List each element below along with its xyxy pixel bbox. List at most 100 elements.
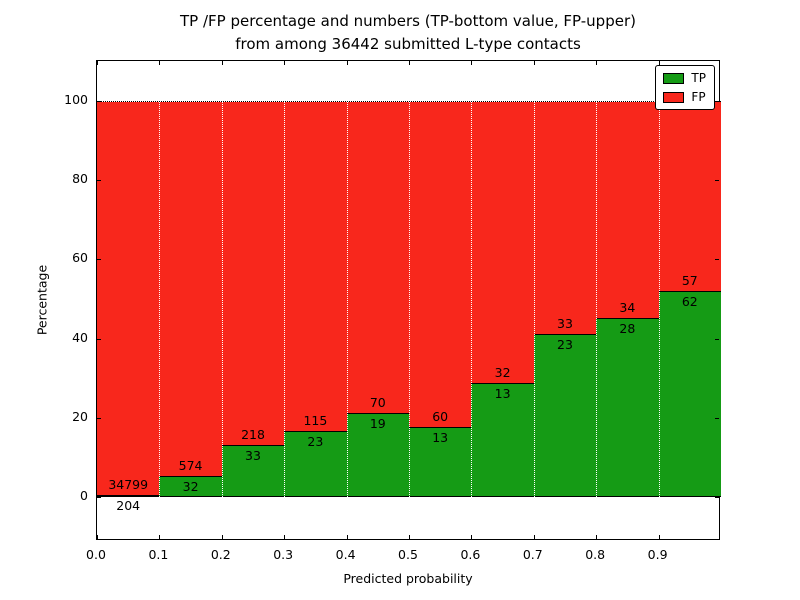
x-tick-label: 0.8	[585, 547, 606, 562]
x-tick-label: 0.7	[522, 547, 543, 562]
fp-count-label: 57	[681, 272, 698, 288]
tp-bar-segment	[346, 412, 409, 498]
legend-item-tp: TP	[663, 71, 706, 85]
x-tick-mark	[471, 535, 473, 539]
tp-bar-segment	[596, 318, 659, 498]
fp-count-label: 115	[303, 413, 328, 429]
legend: TP FP	[655, 65, 715, 110]
fp-count-label: 34	[619, 300, 636, 316]
x-tick-mark	[346, 535, 348, 539]
fp-count-label: 32	[494, 364, 511, 380]
x-tick-mark	[221, 535, 223, 539]
fp-bar-segment	[596, 100, 659, 319]
y-tick-label: 80	[72, 171, 88, 186]
fp-bar-segment	[346, 100, 409, 413]
y-tick-mark	[97, 180, 101, 181]
tp-bar-segment	[471, 382, 534, 498]
tp-count-label: 62	[681, 293, 698, 309]
x-gridline	[533, 61, 535, 539]
y-tick-mark	[97, 100, 101, 102]
tp-legend-swatch	[663, 72, 685, 84]
x-gridline	[221, 61, 223, 539]
fp-count-label: 574	[178, 458, 203, 474]
fp-bar-segment	[221, 100, 285, 446]
y-tick-mark	[715, 100, 719, 102]
y-tick-mark	[715, 180, 719, 181]
tp-bar-segment	[409, 426, 472, 498]
tp-count-label: 32	[182, 479, 199, 495]
fp-bar-segment	[284, 100, 347, 432]
chart-title-line1: TP /FP percentage and numbers (TP-bottom…	[180, 12, 636, 30]
fp-bar-segment	[471, 100, 534, 383]
x-tick-mark	[159, 535, 161, 539]
y-tick-label: 40	[72, 329, 88, 345]
legend-item-fp: FP	[663, 90, 706, 104]
x-tick-mark	[533, 535, 535, 539]
fp-count-label: 34799	[108, 477, 149, 493]
x-tick-mark	[221, 61, 223, 65]
x-axis-label: Predicted probability	[343, 571, 473, 586]
x-tick-mark	[97, 61, 98, 65]
x-gridline	[284, 61, 286, 539]
x-tick-label: 0.2	[210, 547, 231, 562]
x-tick-mark	[284, 535, 286, 539]
x-gridline	[159, 61, 161, 539]
x-tick-mark	[658, 61, 660, 65]
fp-bar-segment	[658, 100, 721, 291]
y-tick-mark	[715, 259, 719, 261]
y-tick-mark	[715, 418, 719, 420]
x-tick-mark	[409, 61, 410, 65]
y-gridline	[97, 100, 719, 102]
y-tick-mark	[715, 497, 719, 499]
plot-area: TP FP 34799 204 574 32 218 33 115 23 70 19 60 13 32 1…	[96, 60, 721, 540]
x-tick-mark	[159, 61, 161, 65]
y-tick-label: 20	[72, 409, 88, 425]
tp-count-label: 23	[307, 434, 324, 450]
tp-count-label: 23	[557, 337, 573, 353]
chart-title: TP /FP percentage and numbers (TP-bottom…	[180, 10, 636, 57]
x-tick-label: 0.3	[273, 547, 294, 562]
tp-count-label: 33	[245, 448, 261, 464]
y-tick-mark	[715, 338, 719, 340]
tp-bar-segment	[533, 334, 597, 498]
tp-count-label: 13	[494, 385, 511, 401]
x-gridline	[409, 61, 410, 539]
y-tick-label: 100	[64, 91, 88, 107]
tp-count-label: 28	[619, 321, 636, 337]
chart-title-line2: from among 36442 submitted L-type contac…	[235, 35, 581, 54]
tp-legend-label: TP	[691, 71, 706, 85]
x-tick-label: 0.9	[647, 547, 668, 562]
y-tick-mark	[97, 418, 101, 420]
x-tick-mark	[471, 61, 473, 65]
fp-bar-segment	[409, 100, 472, 427]
tp-count-label: 204	[116, 498, 141, 514]
tp-count-label: 13	[432, 429, 449, 445]
tp-bar-segment	[658, 290, 721, 498]
x-tick-mark	[284, 61, 286, 65]
tp-bar-segment	[284, 431, 347, 498]
x-tick-mark	[97, 535, 98, 539]
x-tick-mark	[658, 535, 660, 539]
x-gridline	[346, 61, 348, 539]
y-gridline	[97, 497, 719, 499]
y-tick-mark	[97, 259, 101, 261]
x-tick-label: 0.4	[335, 547, 356, 562]
x-gridline	[596, 61, 598, 539]
x-tick-mark	[409, 535, 410, 539]
fp-count-label: 70	[369, 394, 386, 410]
tp-bar-segment	[221, 445, 285, 498]
x-gridline	[658, 61, 660, 539]
fp-count-label: 218	[241, 427, 265, 443]
y-tick-mark	[97, 497, 101, 499]
y-tick-label: 0	[80, 488, 88, 504]
y-tick-mark	[97, 338, 101, 340]
fp-legend-label: FP	[691, 90, 706, 104]
x-tick-mark	[596, 535, 598, 539]
y-tick-label: 60	[72, 250, 88, 266]
x-tick-label: 0.0	[86, 547, 106, 562]
fp-bar-segment	[533, 100, 597, 335]
x-tick-label: 0.6	[460, 547, 481, 562]
x-tick-mark	[533, 61, 535, 65]
x-tick-mark	[596, 61, 598, 65]
